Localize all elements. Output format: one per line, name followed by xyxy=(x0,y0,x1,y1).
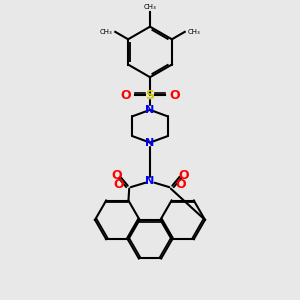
Text: O: O xyxy=(120,88,131,101)
Text: CH₃: CH₃ xyxy=(100,29,112,35)
Text: CH₃: CH₃ xyxy=(188,29,200,35)
Text: O: O xyxy=(113,178,124,191)
Text: N: N xyxy=(146,138,154,148)
Text: O: O xyxy=(111,169,122,182)
Text: O: O xyxy=(176,178,187,191)
Text: CH₃: CH₃ xyxy=(144,4,156,10)
Text: N: N xyxy=(146,105,154,115)
Text: N: N xyxy=(146,176,154,186)
Text: O: O xyxy=(178,169,189,182)
Text: S: S xyxy=(146,88,154,101)
Text: O: O xyxy=(169,88,180,101)
